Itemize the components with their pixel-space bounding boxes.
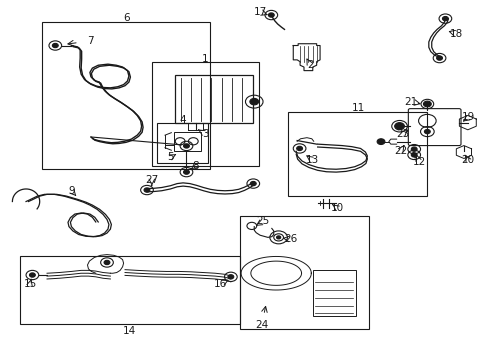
Circle shape	[249, 98, 258, 105]
Circle shape	[144, 188, 150, 192]
Circle shape	[183, 144, 189, 148]
Circle shape	[183, 170, 189, 174]
Bar	[42, 22, 210, 169]
Text: 12: 12	[411, 157, 425, 167]
Circle shape	[104, 260, 110, 265]
Circle shape	[376, 139, 384, 144]
Circle shape	[29, 273, 35, 277]
Text: 13: 13	[305, 155, 319, 165]
Text: 16: 16	[213, 279, 226, 289]
Bar	[288, 112, 427, 196]
Text: 1: 1	[202, 54, 208, 64]
Text: 11: 11	[351, 103, 364, 113]
Text: 27: 27	[145, 175, 158, 185]
Bar	[157, 123, 207, 163]
Circle shape	[410, 147, 416, 151]
Circle shape	[296, 146, 302, 150]
Text: 25: 25	[256, 216, 269, 226]
Text: 7: 7	[87, 36, 94, 46]
Text: 18: 18	[449, 29, 462, 39]
Circle shape	[227, 275, 233, 279]
Circle shape	[276, 236, 280, 239]
Text: 4: 4	[179, 115, 185, 125]
Circle shape	[424, 130, 429, 134]
Circle shape	[52, 43, 58, 48]
Circle shape	[268, 13, 274, 17]
Circle shape	[436, 56, 442, 60]
Text: 15: 15	[23, 279, 37, 289]
Text: 14: 14	[123, 325, 136, 336]
Text: 26: 26	[284, 234, 297, 244]
Text: 3: 3	[202, 129, 208, 139]
Text: 17: 17	[253, 7, 266, 17]
Bar	[20, 256, 239, 324]
Circle shape	[410, 153, 416, 157]
Bar	[173, 132, 200, 151]
Bar	[239, 216, 368, 329]
Text: 20: 20	[460, 154, 473, 165]
Circle shape	[250, 181, 256, 186]
Bar	[312, 270, 355, 316]
Text: 5: 5	[167, 152, 173, 162]
Bar	[152, 62, 259, 166]
Text: 23: 23	[396, 129, 409, 139]
Circle shape	[442, 17, 447, 21]
Text: 6: 6	[123, 13, 129, 23]
Text: 21: 21	[404, 97, 417, 107]
Text: 22: 22	[393, 145, 407, 156]
Text: 8: 8	[192, 161, 199, 171]
Text: 2: 2	[306, 60, 313, 70]
Circle shape	[423, 101, 430, 107]
Text: 24: 24	[254, 320, 267, 330]
Text: 9: 9	[68, 186, 75, 196]
Circle shape	[394, 123, 404, 130]
Text: 19: 19	[461, 112, 474, 122]
Text: 10: 10	[330, 203, 343, 213]
